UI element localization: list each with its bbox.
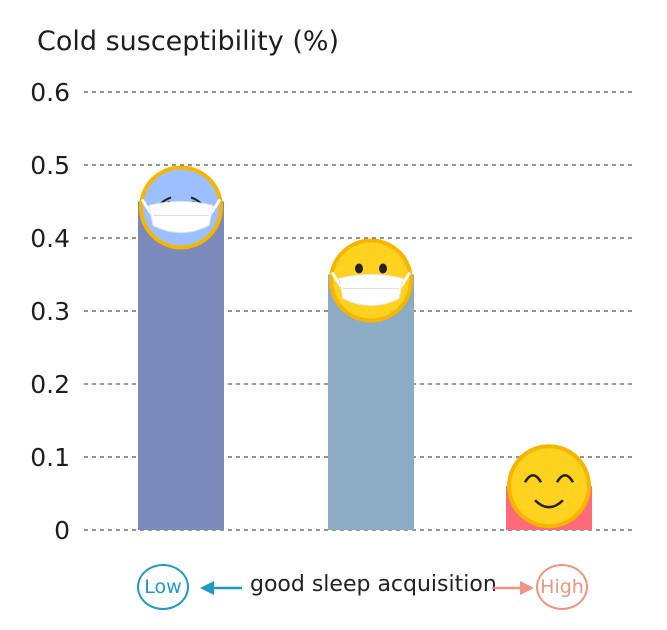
masked-face-icon — [329, 238, 413, 323]
legend-low-badge: Low — [137, 564, 189, 610]
smiling-face-icon — [507, 444, 591, 529]
y-tick-label: 0.3 — [30, 297, 70, 326]
y-tick-label: 0 — [54, 516, 70, 545]
y-axis-ticks: 0 0.1 0.2 0.3 0.4 0.5 0.6 — [30, 78, 70, 545]
bar — [138, 201, 224, 530]
legend-text: good sleep acquisition — [250, 572, 497, 597]
arrow-right-icon — [492, 581, 534, 595]
y-tick-label: 0.1 — [30, 443, 70, 472]
sleep-legend: Low good sleep acquisition High — [0, 562, 667, 612]
y-tick-label: 0.2 — [30, 370, 70, 399]
sick-face-mask-icon — [139, 165, 223, 250]
y-tick-label: 0.4 — [30, 224, 70, 253]
y-tick-label: 0.6 — [30, 78, 70, 107]
legend-high-badge: High — [536, 564, 588, 610]
arrow-left-icon — [200, 581, 242, 595]
y-tick-label: 0.5 — [30, 151, 70, 180]
face-icons — [139, 165, 591, 529]
chart-title: Cold susceptibility (%) — [37, 26, 339, 57]
bar-chart: Cold susceptibility (%) 0 0.1 0.2 0.3 0.4 0.5… — [30, 26, 632, 545]
